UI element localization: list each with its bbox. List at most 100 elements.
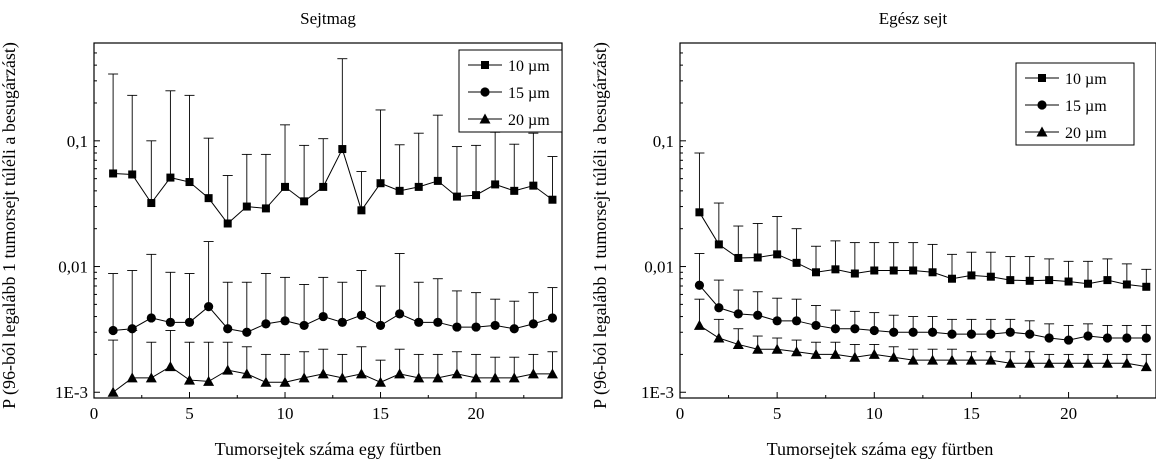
data-point — [222, 364, 234, 375]
data-point — [1101, 357, 1113, 368]
y-axis-title: P (96-ból legalább 1 tumorsejt túléli a … — [0, 42, 20, 409]
data-point — [1045, 276, 1054, 285]
data-point — [791, 316, 802, 326]
data-point — [948, 274, 956, 283]
data-point — [317, 368, 329, 379]
data-point — [714, 303, 724, 313]
plot-frame — [93, 42, 563, 399]
data-point — [985, 354, 997, 365]
data-point — [752, 343, 764, 354]
data-point — [695, 208, 704, 217]
data-point — [279, 376, 291, 387]
data-point — [281, 182, 290, 191]
data-point — [1005, 327, 1015, 337]
data-point — [1044, 333, 1054, 343]
chart-title: Sejtmag — [300, 9, 356, 28]
data-point — [452, 192, 461, 201]
data-point — [830, 324, 841, 334]
x-axis-title: Tumorsejtek száma egy fürtben — [767, 439, 994, 459]
data-point — [203, 375, 215, 386]
data-point — [831, 265, 840, 274]
data-point — [1083, 331, 1093, 341]
series-triangle — [693, 298, 1152, 372]
data-point — [528, 319, 538, 329]
y-tick-label: 0,01 — [644, 258, 674, 277]
data-point — [126, 372, 138, 383]
x-tick-label: 20 — [468, 404, 485, 423]
legend: 10 µm 15 µm 20 µm — [1015, 62, 1135, 146]
data-point — [967, 271, 976, 280]
data-point — [318, 311, 328, 322]
data-point — [509, 324, 519, 334]
data-point — [471, 322, 481, 332]
legend-label: 15 µm — [508, 85, 550, 102]
x-tick-label: 10 — [277, 404, 294, 423]
data-point — [357, 206, 366, 215]
data-point — [713, 332, 725, 343]
data-point — [907, 354, 919, 365]
data-point — [107, 386, 119, 397]
data-point — [298, 372, 310, 383]
data-point — [986, 272, 995, 281]
data-point — [1082, 357, 1094, 368]
data-point — [927, 327, 938, 337]
data-point — [947, 329, 957, 339]
y-tick-label: 0,1 — [653, 132, 674, 151]
data-point — [547, 313, 558, 323]
data-point — [109, 169, 118, 178]
data-point — [356, 310, 367, 320]
data-point — [927, 354, 939, 365]
chart-title: Egész sejt — [879, 9, 948, 28]
data-point — [753, 310, 763, 320]
data-point — [432, 372, 444, 383]
data-point — [128, 170, 137, 179]
data-point — [714, 240, 723, 249]
data-point — [1025, 329, 1035, 339]
series-circle — [108, 241, 558, 337]
legend-label: 10 µm — [508, 58, 550, 75]
data-point — [694, 280, 705, 290]
data-point — [204, 194, 213, 203]
data-point — [147, 199, 156, 208]
data-point — [395, 309, 405, 319]
data-point — [165, 317, 176, 327]
x-tick-label: 15 — [372, 404, 389, 423]
data-point — [242, 327, 252, 337]
data-point — [395, 186, 404, 195]
data-point — [734, 253, 743, 262]
data-point — [546, 368, 558, 379]
data-point — [849, 351, 861, 362]
data-point — [164, 361, 176, 372]
data-point — [490, 320, 500, 331]
series-line — [699, 325, 1147, 368]
data-point — [261, 204, 270, 213]
data-point — [451, 368, 463, 379]
data-point — [184, 374, 196, 385]
legend-label: 15 µm — [1065, 98, 1107, 115]
data-point — [355, 368, 367, 379]
data-point — [319, 182, 328, 191]
data-point — [732, 338, 744, 349]
data-point — [394, 368, 406, 379]
data-point — [241, 368, 253, 379]
x-tick-label: 5 — [773, 404, 782, 423]
data-point — [336, 372, 348, 383]
data-point — [850, 269, 859, 278]
x-tick-label: 20 — [1060, 404, 1077, 423]
data-point — [1122, 333, 1132, 343]
y-tick-label: 1E-3 — [55, 383, 88, 402]
data-point — [529, 181, 538, 190]
data-point — [223, 219, 232, 228]
data-point — [452, 322, 462, 332]
chart-panel-egesz-sejt: Egész sejt 0 5 10 15 20 1E-3 0,01 0,1 Tumorsejtek… — [590, 9, 1156, 459]
data-point — [888, 351, 900, 362]
plot-area — [107, 58, 558, 397]
chart-panel-sejtmag: Sejtmag 0 5 10 15 20 1E-3 0,01 0,1 Tumorsejtek sz… — [0, 9, 563, 459]
legend-box — [1015, 62, 1135, 146]
data-point — [146, 313, 156, 323]
data-point — [1006, 276, 1015, 285]
data-point — [242, 202, 251, 211]
data-point — [693, 319, 705, 330]
data-point — [337, 317, 347, 327]
